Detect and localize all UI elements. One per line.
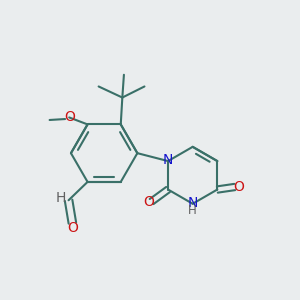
Text: N: N <box>188 196 198 210</box>
Text: O: O <box>233 180 244 194</box>
Text: H: H <box>188 204 197 217</box>
Text: O: O <box>64 110 75 124</box>
Text: O: O <box>143 195 154 209</box>
Text: N: N <box>163 153 173 167</box>
Text: H: H <box>56 191 66 205</box>
Text: O: O <box>67 221 78 235</box>
